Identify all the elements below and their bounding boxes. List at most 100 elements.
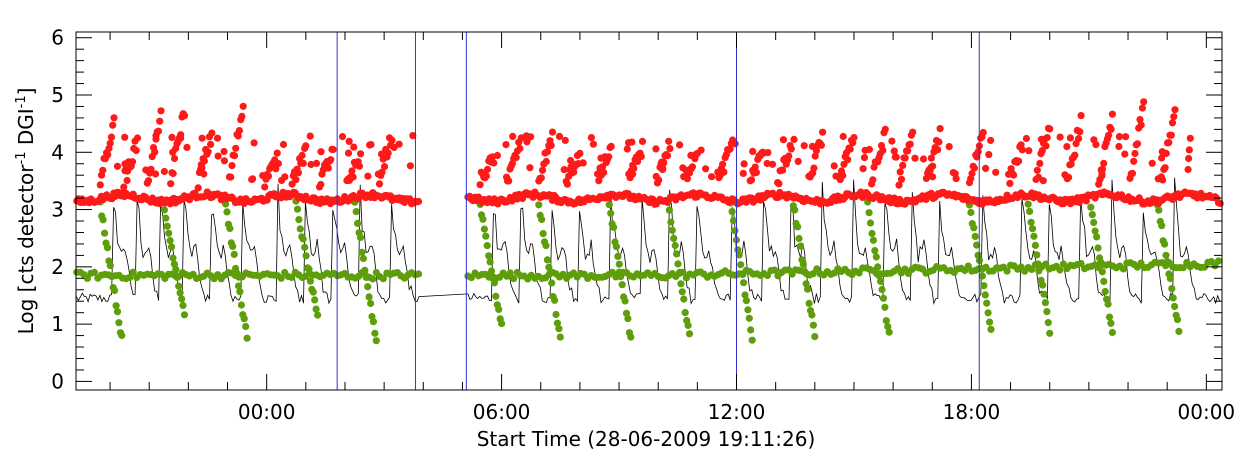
series-red-point [731, 140, 739, 148]
series-green-point [545, 263, 553, 271]
series-green-point [802, 280, 810, 288]
series-green-point [875, 272, 883, 280]
series-red-point [180, 112, 189, 120]
series-green-point [1101, 287, 1109, 296]
series-red-point [658, 165, 667, 174]
series-red-point [628, 138, 636, 146]
y-tick-label: 2 [51, 255, 64, 279]
series-green-point [748, 336, 756, 344]
series-red-point [1071, 151, 1079, 159]
series-red-point [1128, 169, 1137, 177]
series-red-point [1036, 159, 1044, 168]
series-red-point [505, 177, 513, 185]
series-green-point [173, 273, 181, 281]
series-red-point [911, 154, 919, 162]
series-red-point [775, 180, 783, 188]
series-green-point [237, 301, 245, 309]
series-green-point [770, 266, 779, 274]
series-green-point [1030, 232, 1038, 240]
series-green-point [552, 310, 560, 319]
series-red-point [395, 140, 403, 148]
series-red-point [817, 141, 826, 149]
y-tick-label: 6 [51, 26, 64, 50]
series-green-point [791, 206, 799, 214]
series-red-point [298, 151, 306, 159]
series-red-point [152, 170, 160, 178]
series-green-point [624, 315, 632, 323]
series-green-point [1027, 218, 1035, 226]
series-green-point [118, 331, 126, 340]
series-red-point [660, 158, 668, 166]
series-red-point [208, 129, 216, 137]
series-red-point [1066, 134, 1074, 142]
series-green-point [617, 273, 625, 281]
series-red-point [183, 143, 191, 151]
series-red-point [655, 176, 663, 184]
series-red-point [1140, 98, 1148, 106]
series-green-point [356, 233, 365, 241]
series-red-point [890, 147, 898, 155]
series-red-point [104, 151, 112, 159]
series-red-point [1067, 160, 1075, 168]
series-red-point [121, 133, 129, 141]
series-red-point [324, 164, 332, 172]
series-green-point [358, 248, 366, 256]
series-green-point [1175, 327, 1183, 335]
series-red-point [1161, 164, 1169, 172]
series-red-point [375, 180, 384, 188]
y-axis-title-sup2: -1 [14, 95, 29, 108]
series-red-point [935, 138, 943, 146]
series-green-point [301, 243, 309, 251]
series-green-point [615, 260, 623, 268]
series-red-point [312, 159, 321, 167]
series-red-point [763, 159, 771, 168]
series-red-point [213, 134, 222, 142]
series-red-point [167, 180, 175, 188]
series-red-point [850, 134, 858, 142]
series-red-point [846, 145, 854, 153]
series-green-point [805, 299, 813, 307]
series-red-point [106, 139, 114, 147]
series-red-point [555, 132, 564, 140]
series-red-point [860, 154, 869, 162]
series-green-point [621, 297, 629, 305]
series-red-point [154, 127, 163, 135]
series-green-point [113, 308, 122, 316]
series-green-point [1155, 206, 1163, 214]
series-red-point [899, 161, 907, 169]
series-green-point [240, 315, 248, 323]
series-red-point [1082, 197, 1090, 205]
series-red-point [1121, 150, 1129, 158]
series-green-point [680, 295, 688, 303]
series-green-point [296, 225, 304, 233]
series-red-point [629, 170, 637, 178]
series-red-point [483, 165, 492, 173]
series-green-point [684, 321, 692, 329]
series-red-point [388, 136, 396, 144]
series-red-point [790, 135, 798, 143]
series-red-point [1033, 166, 1041, 174]
series-red-point [1216, 199, 1224, 207]
series-red-point [1043, 134, 1051, 142]
series-red-point [543, 148, 552, 156]
series-green-point [738, 270, 746, 278]
series-green-point [811, 333, 819, 341]
series-red-point [350, 143, 358, 151]
series-red-point [895, 181, 903, 189]
series-red-point [147, 165, 155, 173]
series-green-point [1166, 274, 1174, 283]
series-red-point [113, 162, 122, 170]
series-red-point [676, 141, 684, 149]
series-green-point [242, 322, 250, 331]
series-red-point [1100, 159, 1108, 167]
series-red-point [839, 171, 847, 180]
series-green-point [101, 229, 109, 237]
series-red-point [1168, 119, 1177, 127]
series-red-point [605, 153, 613, 161]
series-green-point [99, 216, 107, 224]
series-green-point [369, 275, 377, 283]
series-green-point [1046, 329, 1054, 337]
series-green-point [1214, 257, 1223, 265]
series-red-point [409, 132, 417, 140]
